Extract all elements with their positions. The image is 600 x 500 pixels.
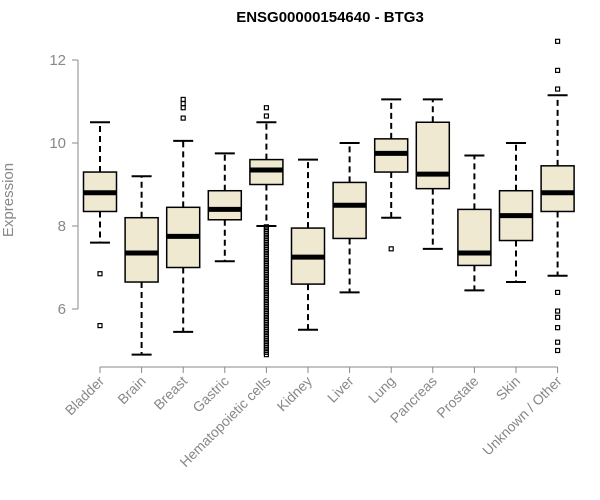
y-axis: 6 8 10 12 bbox=[49, 52, 79, 318]
x-tick-label: Kidney bbox=[274, 373, 316, 415]
outlier-point bbox=[554, 289, 561, 295]
box-lung bbox=[373, 98, 409, 252]
box-bladder bbox=[82, 121, 118, 329]
box-breast bbox=[165, 96, 201, 333]
outlier-point bbox=[554, 325, 561, 331]
outlier-point bbox=[263, 113, 269, 119]
x-tick-label: Lung bbox=[365, 373, 398, 406]
outlier-point bbox=[180, 100, 186, 107]
outlier-point bbox=[97, 323, 103, 329]
outlier-point bbox=[554, 314, 561, 320]
x-tick-label: Brain bbox=[114, 373, 148, 407]
x-tick-label: Bladder bbox=[62, 373, 108, 419]
box-pancreas bbox=[415, 98, 451, 250]
outlier-point bbox=[263, 224, 269, 230]
box-iqr bbox=[415, 121, 451, 190]
box-iqr bbox=[332, 181, 367, 240]
outlier-point bbox=[554, 308, 561, 314]
box-iqr bbox=[457, 208, 492, 267]
x-tick-label: Liver bbox=[324, 373, 357, 406]
outlier-point bbox=[554, 339, 561, 345]
outlier-point bbox=[263, 105, 269, 111]
x-tick-label: Unknown / Other bbox=[479, 373, 565, 459]
box-iqr bbox=[124, 216, 159, 283]
x-tick-label: Skin bbox=[493, 373, 524, 404]
x-tick-label: Breast bbox=[150, 373, 190, 413]
box-gastric bbox=[207, 152, 243, 263]
chart-title: ENSG00000154640 - BTG3 bbox=[236, 9, 424, 26]
box-kidney bbox=[290, 158, 326, 331]
y-axis-label: Expression bbox=[0, 163, 17, 237]
x-tick-label: Prostate bbox=[433, 373, 481, 421]
y-tick-label: 12 bbox=[49, 52, 66, 69]
box-unknown-other bbox=[540, 38, 575, 354]
y-tick-label: 6 bbox=[58, 301, 66, 318]
outlier-point bbox=[388, 246, 394, 252]
outlier-point bbox=[554, 38, 561, 44]
outlier-point bbox=[180, 115, 186, 121]
box-iqr bbox=[207, 189, 243, 221]
box-hematopoietic-cells bbox=[249, 105, 284, 358]
outlier-point bbox=[180, 96, 186, 103]
outlier-point bbox=[554, 347, 561, 354]
outlier-point bbox=[180, 105, 186, 111]
box-prostate bbox=[457, 154, 492, 292]
outlier-point bbox=[97, 271, 103, 277]
boxes-layer bbox=[82, 38, 575, 358]
box-iqr bbox=[540, 165, 575, 213]
box-brain bbox=[124, 175, 159, 356]
box-liver bbox=[332, 142, 367, 294]
y-tick-label: 8 bbox=[58, 218, 66, 235]
y-tick-label: 10 bbox=[49, 135, 66, 152]
outlier-point bbox=[554, 67, 561, 73]
outlier-point bbox=[554, 86, 561, 92]
box-skin bbox=[498, 142, 534, 284]
